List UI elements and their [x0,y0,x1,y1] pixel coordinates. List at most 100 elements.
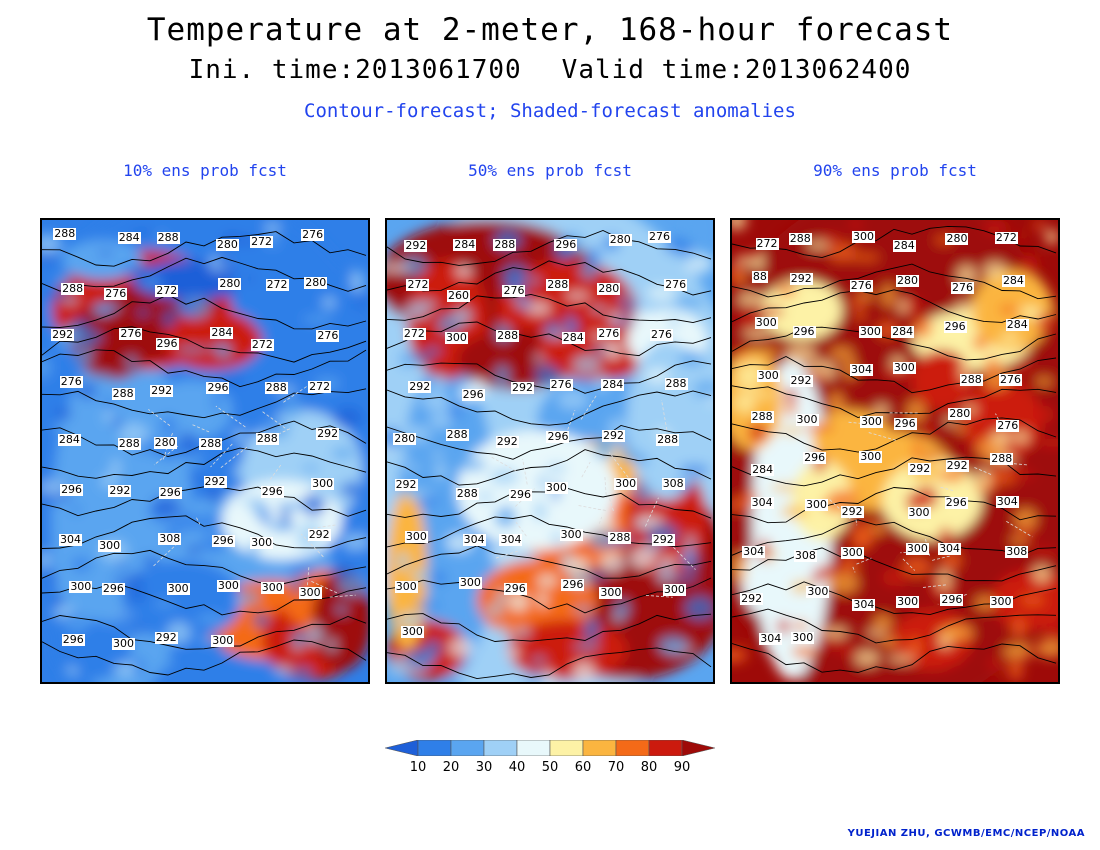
anomaly-speckle [732,408,746,421]
contour-label: 272 [994,231,1018,245]
contour-label: 296 [101,582,125,596]
anomaly-speckle [419,390,446,410]
anomaly-speckle [94,305,111,316]
colorbar-arrow-low [385,740,419,756]
anomaly-speckle [485,604,504,616]
anomaly-speckle [1030,548,1058,557]
anomaly-speckle [672,574,698,582]
contour-label: 288 [117,436,141,450]
contour-label: 300 [905,541,929,555]
boundary-line [210,443,233,468]
contour-label: 300 [795,412,819,426]
contour-label: 292 [511,380,535,394]
anomaly-speckle [387,385,402,399]
boundary-line [306,566,310,591]
contour-label: 288 [656,432,680,446]
contour-label: 288 [111,387,135,401]
anomaly-speckle [394,447,408,466]
colorbar-bin [582,740,617,756]
anomaly-speckle [830,346,854,360]
contour-label: 288 [496,328,520,342]
anomaly-speckle [870,523,887,534]
anomaly-speckle [573,605,593,613]
contour-label: 304 [852,598,876,612]
anomaly-speckle [1012,362,1034,371]
anomaly-speckle [636,482,652,504]
anomaly-speckle [828,392,845,416]
contour-label: 272 [250,337,274,351]
boundary-line [604,477,607,498]
anomaly-speckle [1032,564,1051,583]
boundary-line [494,550,518,560]
contour-label: 284 [57,433,81,447]
contour-label: 288 [53,226,77,240]
anomaly-speckle [678,349,703,367]
anomaly-speckle [75,345,93,367]
boundary-line [196,517,201,525]
anomaly-shading [732,220,1058,682]
contour-label: 280 [608,233,632,247]
anomaly-speckle [508,592,529,612]
anomaly-speckle [413,568,427,584]
contour-label: 296 [60,482,84,496]
anomaly-speckle [1044,623,1058,642]
anomaly-speckle [523,672,549,682]
boundary-line [598,516,603,525]
contour-label: 272 [250,235,274,249]
anomaly-speckle [667,317,681,328]
anomaly-speckle [391,315,409,331]
contour-label: 292 [203,475,227,489]
contour-line [42,615,367,650]
contour-label: 276 [549,378,573,392]
contour-label: 308 [661,477,685,491]
anomaly-speckle [736,292,768,307]
anomaly-speckle [1044,228,1058,245]
contour-line [732,487,1057,524]
anomaly-speckle [449,402,463,420]
anomaly-speckle [780,505,810,518]
contour-label: 300 [400,625,424,639]
anomaly-speckle [302,315,334,324]
anomaly-speckle [987,324,1008,337]
contour-label: 288 [750,409,774,423]
anomaly-speckle [455,265,472,277]
anomaly-speckle [636,515,664,526]
contour-label: 276 [597,326,621,340]
anomaly-speckle [734,255,759,267]
contour-label: 284 [1001,274,1025,288]
anomaly-speckle [983,261,1007,280]
anomaly-speckle [425,347,442,355]
anomaly-speckle [985,356,1000,379]
anomaly-blob [232,250,352,310]
boundary-line [932,555,951,561]
contour-label: 276 [59,375,83,389]
boundary-line [856,557,872,565]
anomaly-speckle [109,561,135,582]
anomaly-speckle [850,253,881,262]
colorbar-tick-label: 90 [673,760,691,775]
anomaly-blob [162,310,262,370]
contour-label: 292 [154,631,178,645]
contour-line [732,355,1057,394]
anomaly-speckle [747,422,769,441]
contour-label: 300 [458,575,482,589]
boundary-line [925,538,931,556]
anomaly-speckle [881,568,908,587]
contour-label: 300 [216,578,240,592]
anomaly-speckle [811,572,823,585]
anomaly-speckle [882,283,895,308]
anomaly-speckle [873,403,889,417]
anomaly-speckle [819,641,846,650]
contour-label: 300 [394,580,418,594]
anomaly-speckle [397,613,423,628]
contour-label: 300 [756,368,780,382]
anomaly-speckle [732,647,748,664]
anomaly-speckle [686,220,696,242]
contour-label: 292 [908,462,932,476]
anomaly-speckle [264,222,281,233]
anomaly-speckle [664,237,692,254]
boundary-line [900,551,927,554]
boundary-line [645,594,673,598]
contour-label: 300 [858,325,882,339]
contour-line [42,294,367,330]
